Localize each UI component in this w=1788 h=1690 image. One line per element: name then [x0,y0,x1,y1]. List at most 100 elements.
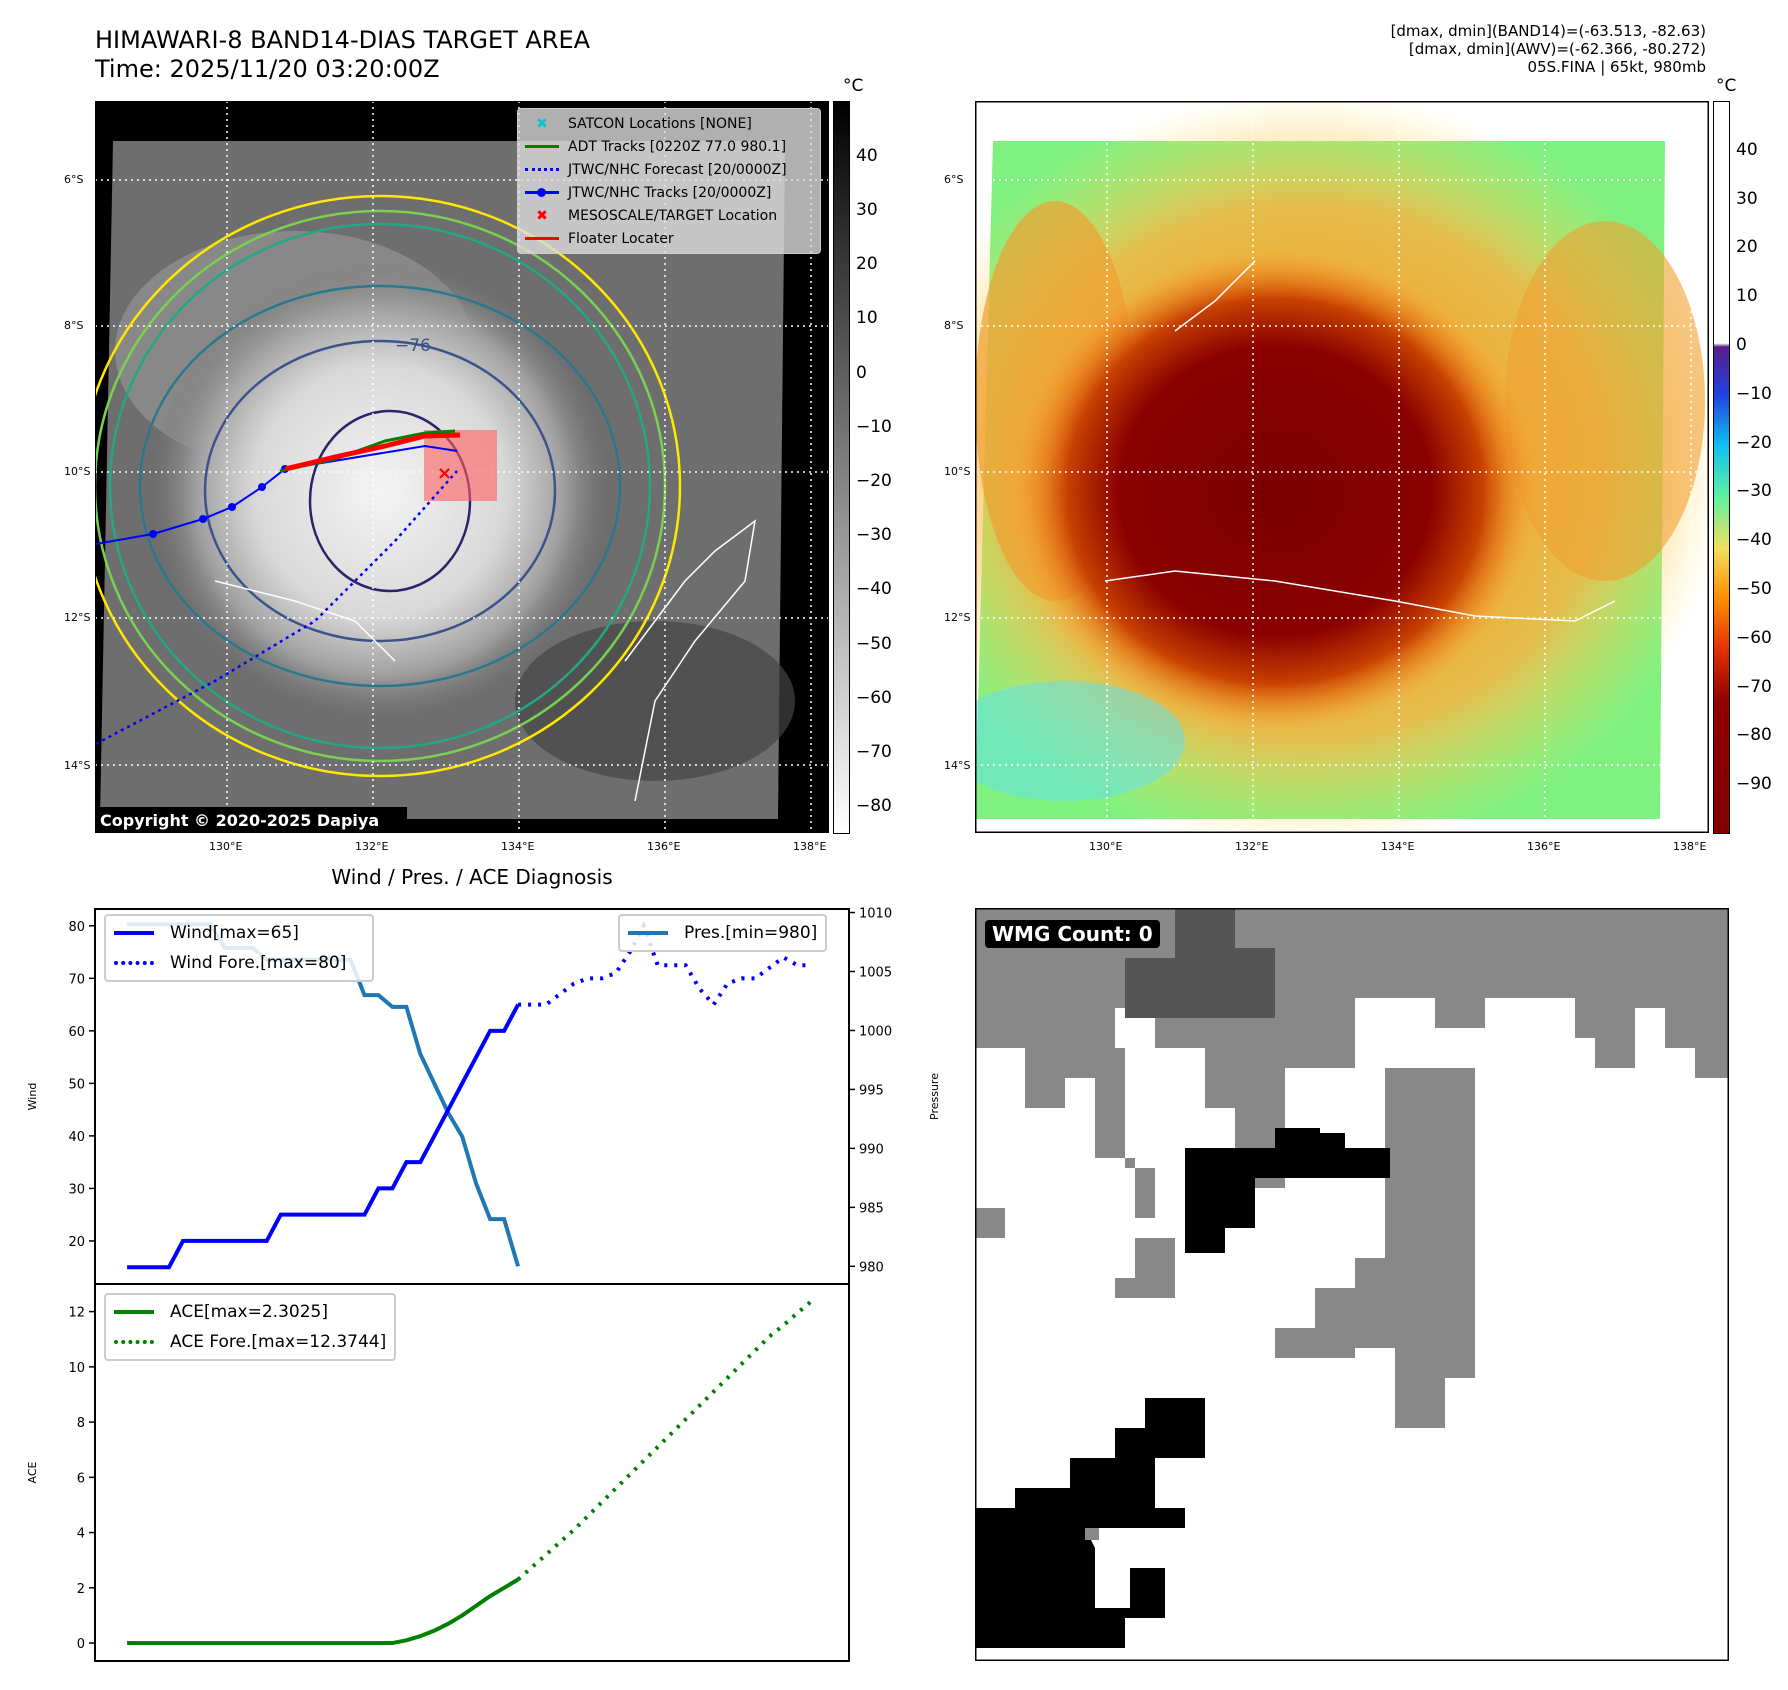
lon-tick-label: 136°E [1527,840,1561,853]
wind-line-icon [114,931,154,935]
lon-tick-label: 134°E [1381,840,1415,853]
legend-label: Pres.[min=980] [684,923,818,943]
map-legend: ✖ SATCON Locations [NONE] ADT Tracks [022… [517,108,821,254]
y-axis-label: Wind [26,1083,39,1111]
pres-legend: Pres.[min=980] [618,914,828,952]
legend-label: Wind Fore.[max=80] [170,953,347,973]
ir-map-color [975,101,1709,833]
legend-label: ACE[max=2.3025] [170,1302,328,1322]
colorbar-unit: °C [843,76,864,96]
y-tick-label: 60 [68,1025,85,1040]
adt-line-icon [524,145,560,148]
colorbar-tick: 0 [856,362,867,383]
colorbar-unit: °C [1716,76,1737,96]
black-region [1185,1128,1390,1253]
ace-line-icon [114,1310,154,1314]
satcon-icon: ✖ [536,115,548,132]
lon-tick-label: 130°E [1089,840,1123,853]
colorbar-tick: −90 [1736,774,1772,795]
wind-legend: Wind[max=65] Wind Fore.[max=80] [104,914,374,982]
legend-label: Wind[max=65] [170,923,299,943]
ace-forecast-line [516,1299,813,1582]
chart-title: Wind / Pres. / ACE Diagnosis [331,865,613,889]
lat-tick-label: 12°S [944,611,971,624]
lon-tick-label: 130°E [209,840,243,853]
colorbar-tick: −70 [856,741,892,762]
colorbar-tick: 20 [1736,237,1758,258]
colorbar-tick: −30 [1736,481,1772,502]
lat-tick-label: 6°S [64,173,84,186]
y-tick-label: 80 [68,920,85,935]
lon-tick-label: 134°E [501,840,535,853]
lat-tick-label: 8°S [944,319,964,332]
y-tick-label: 10 [68,1361,85,1376]
lat-tick-label: 14°S [944,759,971,772]
y-tick-label: 40 [68,1130,85,1145]
ace-axes [94,1283,850,1662]
colorbar-tick: −30 [856,525,892,546]
wmg-map [975,908,1729,1661]
wind-line [127,1003,520,1270]
ace-forecast-line-icon [114,1340,154,1344]
legend-label: JTWC/NHC Tracks [20/0000Z] [568,184,772,201]
colorbar-tick: 0 [1736,334,1747,355]
coastline [1174,260,1256,332]
y-tick-label: 980 [859,1260,884,1275]
lat-tick-label: 12°S [64,611,91,624]
coastline [214,580,396,662]
y-tick-label: 990 [859,1142,884,1157]
colorbar-tick: −80 [1736,725,1772,746]
y-tick-label: 4 [77,1527,85,1542]
lat-tick-label: 10°S [64,465,91,478]
time-text: Time: 2025/11/20 03:20:00Z [95,55,440,83]
ace-legend: ACE[max=2.3025] ACE Fore.[max=12.3744] [104,1293,397,1361]
colorbar-tick: 30 [856,200,878,220]
colorbar-tick: 10 [856,308,878,329]
lat-tick-label: 14°S [64,759,91,772]
lon-tick-label: 138°E [793,840,827,853]
colorbar-tick: 20 [856,254,878,275]
y-tick-label: 20 [68,1235,85,1250]
colorbar-tick: −50 [856,633,892,654]
band14-range: [dmax, dmin](BAND14)=(-63.513, -82.63) [1390,22,1706,40]
colorbar-tick: −80 [856,796,892,817]
lon-tick-label: 138°E [1673,840,1707,853]
wind-forecast-line-icon [114,961,154,965]
ace-line [127,1577,520,1646]
lon-tick-label: 136°E [647,840,681,853]
colorbar-tick: −10 [856,416,892,437]
colorbar-tick: −60 [856,687,892,708]
y-tick-label: 995 [859,1083,884,1098]
y-tick-label: 1000 [859,1024,892,1039]
target-marker-icon: × [437,463,452,484]
colorbar-tick: 30 [1736,188,1758,209]
legend-label: JTWC/NHC Forecast [20/0000Z] [568,161,787,178]
y2-axis-label: Pressure [928,1073,941,1120]
figure-title: HIMAWARI-8 BAND14-DIAS TARGET AREA Time: … [95,26,590,84]
colorbar-tick: −20 [1736,432,1772,453]
lat-tick-label: 10°S [944,465,971,478]
lat-tick-label: 6°S [944,173,964,186]
diagnosis-chart: 20 30 40 50 60 70 80 980 985 990 995 1000 1005 1010 0 2… [26,907,941,1662]
legend-label: Floater Locater [568,230,674,247]
legend-label: ACE Fore.[max=12.3744] [170,1332,387,1352]
pres-line-icon [628,931,668,935]
colorbar-tick: 40 [1736,139,1758,160]
contours [95,194,682,778]
y-tick-label: 2 [77,1582,85,1597]
copyright-box [95,807,407,833]
y-tick-label: 0 [77,1637,85,1652]
wind-forecast-line [518,920,812,1008]
gridlines [975,101,1709,833]
lon-tick-label: 132°E [355,840,389,853]
y-tick-label: 30 [68,1182,85,1197]
copyright: Copyright © 2020-2025 Dapiya [100,811,379,830]
lat-tick-label: 8°S [64,319,84,332]
y-tick-label: 12 [68,1306,85,1321]
info-block: [dmax, dmin](BAND14)=(-63.513, -82.63) [… [1391,22,1706,76]
colorbar-tick: −40 [1736,530,1772,551]
coastline [1104,570,1616,622]
wmg-count-badge: WMG Count: 0 [985,920,1160,948]
storm-info: 05S.FINA | 65kt, 980mb [1527,58,1706,76]
